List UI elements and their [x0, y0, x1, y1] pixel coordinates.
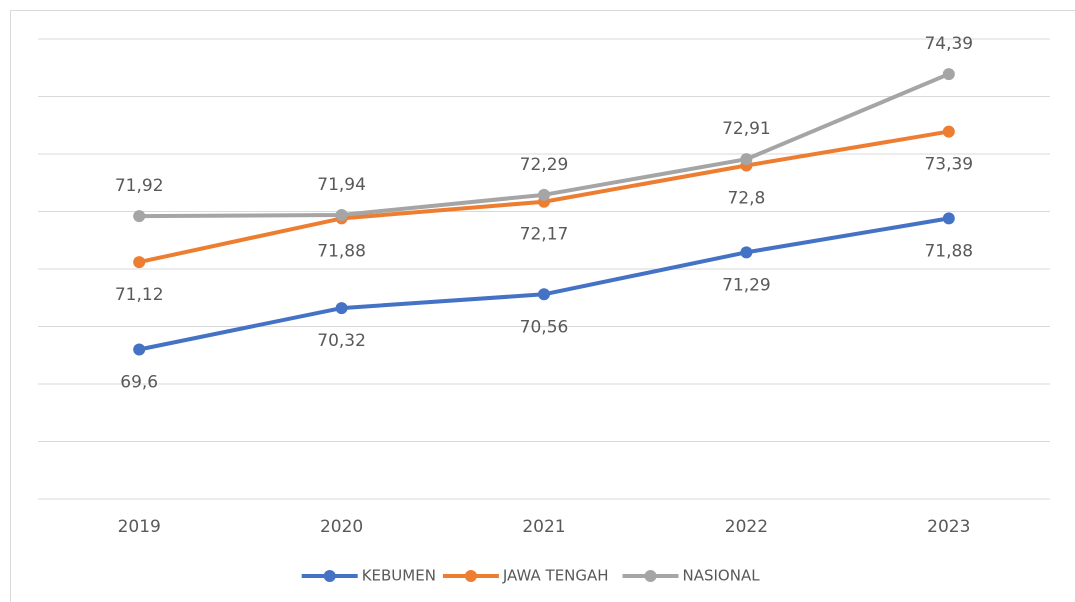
data-point	[133, 256, 146, 269]
legend-label: KEBUMEN	[362, 567, 436, 585]
data-point	[942, 125, 955, 138]
data-label: 71,88	[924, 241, 973, 261]
data-label: 71,12	[115, 285, 164, 305]
x-tick-label: 2023	[927, 517, 970, 537]
data-point	[538, 288, 550, 301]
data-point	[133, 343, 146, 356]
data-point	[740, 153, 753, 166]
data-label: 71,92	[115, 176, 164, 196]
x-tick-label: 2020	[320, 517, 363, 537]
data-label: 72,29	[520, 155, 569, 175]
data-label: 71,94	[317, 175, 366, 195]
data-label: 72,91	[722, 119, 771, 139]
data-label: 69,6	[120, 373, 158, 393]
data-label: 73,39	[924, 155, 973, 175]
x-tick-label: 2022	[725, 517, 768, 537]
data-point	[942, 212, 955, 225]
data-label: 74,39	[924, 34, 973, 54]
data-label: 70,32	[317, 331, 366, 351]
data-point	[942, 68, 955, 81]
legend: KEBUMEN JAWA TENGAH NASIONAL	[301, 567, 761, 585]
data-label: 72,8	[727, 189, 765, 209]
data-point	[335, 208, 348, 221]
data-label: 71,88	[317, 241, 366, 261]
x-tick-label: 2019	[118, 517, 161, 537]
data-point	[740, 246, 753, 259]
legend-marker	[464, 570, 477, 582]
legend-label: JAWA TENGAH	[502, 567, 609, 585]
legend-label: NASIONAL	[683, 567, 761, 585]
data-point	[335, 302, 348, 315]
data-label: 71,29	[722, 275, 771, 295]
data-point	[133, 210, 146, 223]
data-label: 72,17	[520, 225, 569, 245]
data-label: 70,56	[520, 317, 569, 337]
chart-frame	[10, 10, 1075, 602]
legend-marker	[644, 570, 657, 582]
data-point	[538, 188, 550, 201]
legend-marker	[323, 570, 336, 582]
x-tick-label: 2021	[522, 517, 565, 537]
